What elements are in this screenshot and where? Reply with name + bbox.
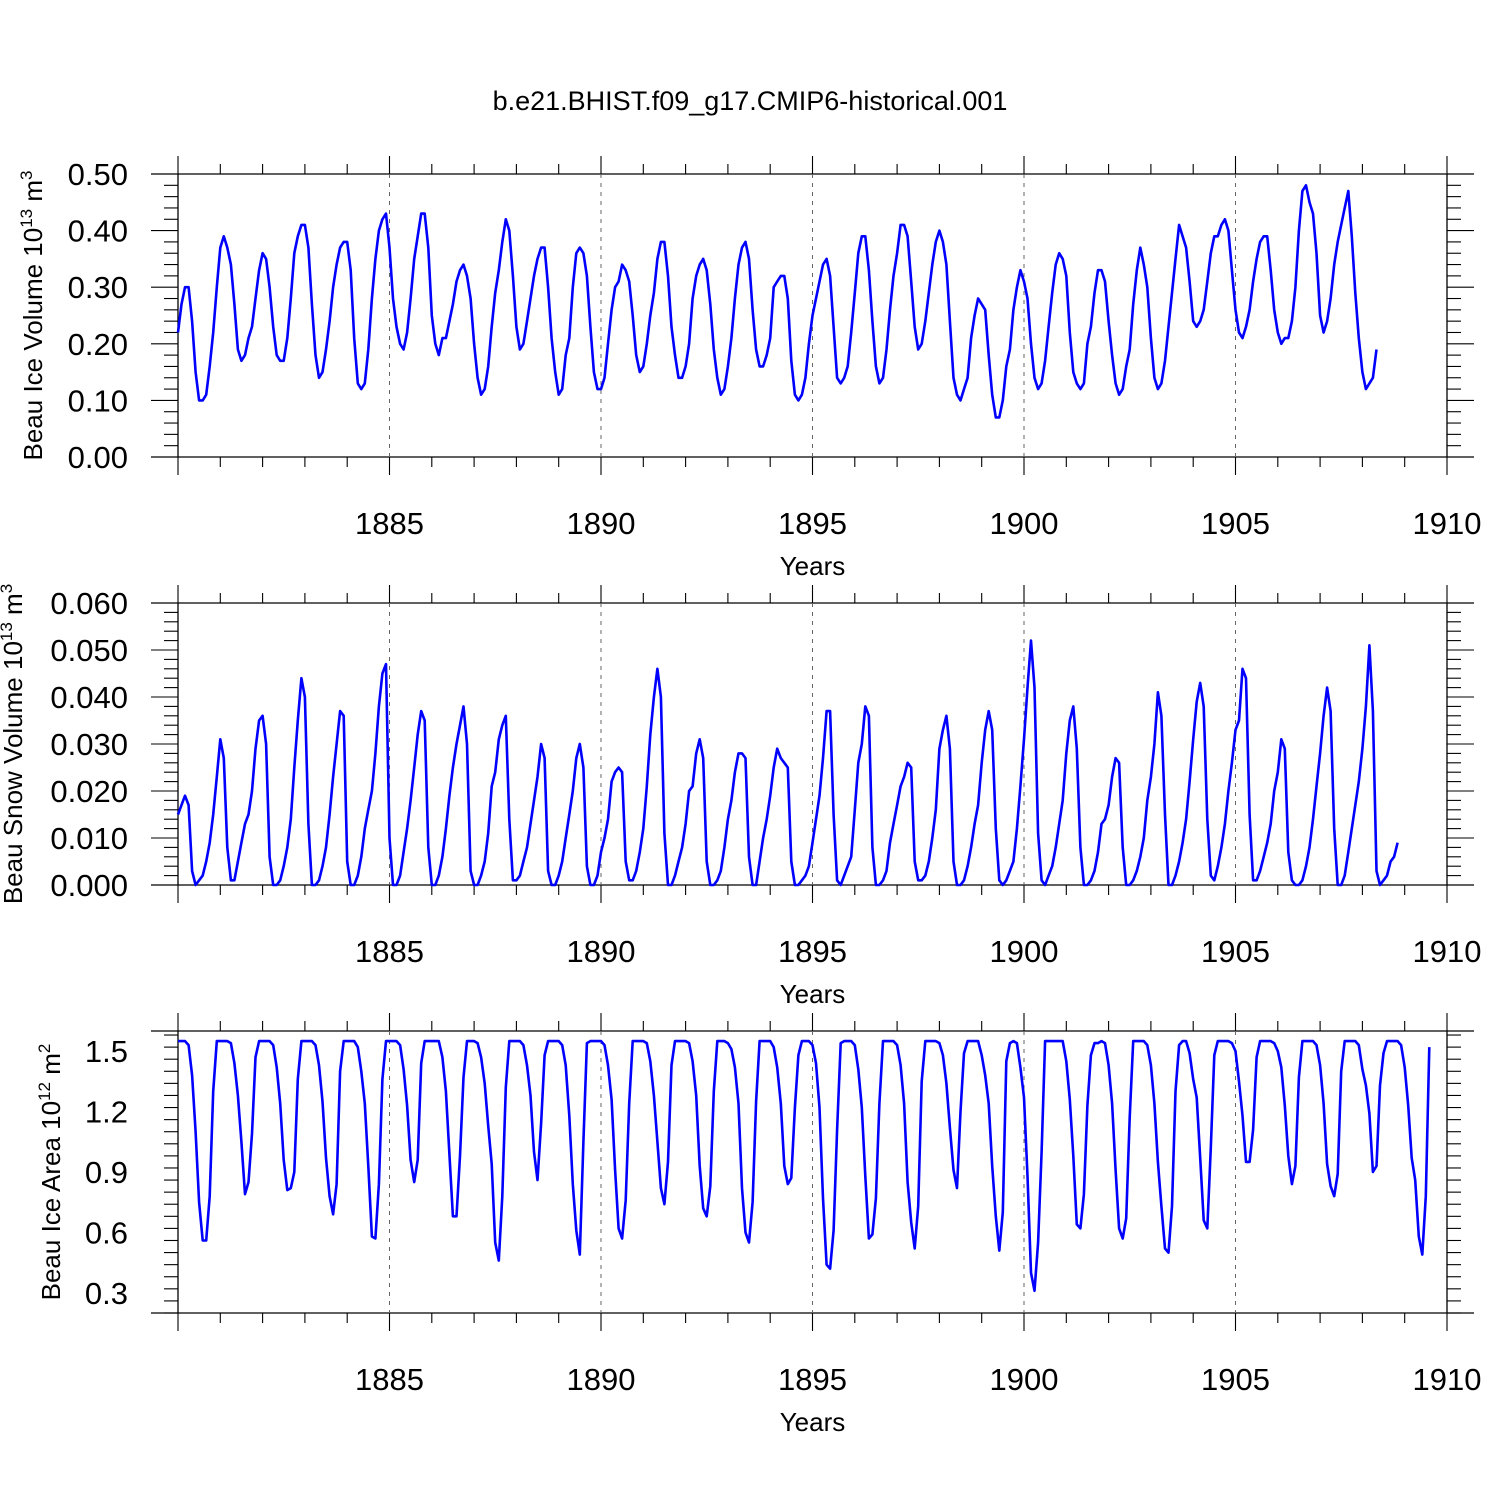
x-tick-label: 1905 (1201, 934, 1270, 969)
x-axis-label: Years (780, 979, 846, 1009)
x-tick-label: 1900 (990, 934, 1059, 969)
x-tick-label: 1905 (1201, 506, 1270, 541)
y-tick-label: 0.30 (68, 270, 128, 305)
x-tick-label: 1890 (567, 934, 636, 969)
x-tick-label: 1900 (990, 1362, 1059, 1397)
y-axis-label: Beau Ice Volume 1013 m3 (17, 171, 48, 461)
x-tick-label: 1885 (355, 1362, 424, 1397)
y-tick-label: 0.50 (68, 157, 128, 192)
x-axis-label: Years (780, 1407, 846, 1437)
x-tick-label: 1895 (778, 506, 847, 541)
y-tick-label: 0.6 (85, 1215, 128, 1250)
x-tick-label: 1900 (990, 506, 1059, 541)
x-tick-label: 1885 (355, 506, 424, 541)
x-tick-label: 1890 (567, 1362, 636, 1397)
y-tick-label: 0.00 (68, 440, 128, 475)
beau-snow-volume-line (176, 639, 1399, 887)
y-tick-label: 0.040 (50, 680, 128, 715)
y-tick-label: 0.40 (68, 214, 128, 249)
y-tick-label: 1.2 (85, 1095, 128, 1130)
y-tick-label: 1.5 (85, 1034, 128, 1069)
y-tick-label: 0.060 (50, 586, 128, 621)
y-tick-label: 0.010 (50, 821, 128, 856)
x-tick-label: 1910 (1413, 1362, 1482, 1397)
beau-ice-volume-line (176, 184, 1378, 419)
x-tick-label: 1890 (567, 506, 636, 541)
y-axis-label: Beau Snow Volume 1013 m3 (0, 584, 28, 904)
y-tick-label: 0.20 (68, 327, 128, 362)
y-tick-label: 0.10 (68, 383, 128, 418)
x-tick-label: 1905 (1201, 1362, 1270, 1397)
y-tick-label: 0.050 (50, 633, 128, 668)
y-tick-label: 0.9 (85, 1155, 128, 1190)
beau-ice-area-line (178, 1039, 1431, 1293)
x-tick-label: 1895 (778, 934, 847, 969)
beau-ice-volume-panel: 1885 1890 1895 1900 1905 1910 Years 0.00 0.10 0.2… (17, 156, 1481, 581)
beau-snow-volume-panel: 1885 1890 1895 1900 1905 1910 Years 0.000 0.010 0… (0, 584, 1481, 1009)
y-tick-label: 0.3 (85, 1276, 128, 1311)
x-axis-label: Years (780, 551, 846, 581)
x-tick-label: 1910 (1413, 934, 1482, 969)
beau-ice-area-panel: 1885 1890 1895 1900 1905 1910 Years 0.3 0.6 0.9 1.… (35, 1013, 1481, 1437)
x-tick-label: 1910 (1413, 506, 1482, 541)
x-tick-label: 1885 (355, 934, 424, 969)
y-tick-label: 0.020 (50, 774, 128, 809)
chart-title: b.e21.BHIST.f09_g17.CMIP6-historical.001 (493, 86, 1008, 116)
y-axis-label: Beau Ice Area 1012 m2 (35, 1044, 66, 1301)
y-tick-label: 0.000 (50, 868, 128, 903)
x-tick-label: 1895 (778, 1362, 847, 1397)
y-tick-label: 0.030 (50, 727, 128, 762)
